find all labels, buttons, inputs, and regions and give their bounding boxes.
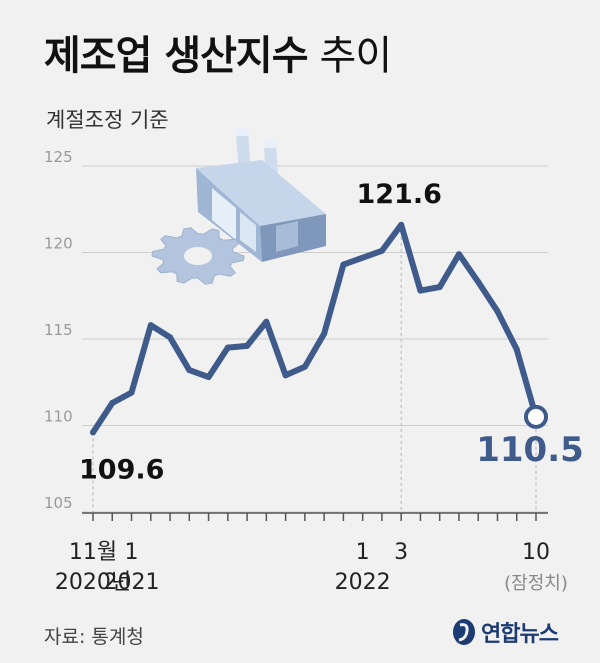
data-point — [455, 251, 462, 258]
x-tick-sublabel: 2022 — [335, 570, 391, 595]
y-tick-label: 120 — [44, 235, 73, 253]
data-label: 109.6 — [79, 454, 164, 485]
y-tick-label: 125 — [44, 148, 73, 166]
data-point — [186, 367, 193, 374]
data-point — [282, 372, 289, 379]
data-point — [513, 346, 520, 353]
data-point — [167, 334, 174, 341]
series-line — [90, 221, 539, 436]
x-tick-label: 11월 — [69, 540, 117, 565]
data-point — [263, 318, 270, 325]
chart-grid — [82, 165, 548, 514]
x-tick-sublabel: 2020년 — [55, 570, 131, 595]
data-point — [224, 344, 231, 351]
publisher-logo: 연합뉴스 — [451, 616, 559, 648]
x-tick-sublabel: (잠정치) — [504, 573, 568, 594]
data-label: 121.6 — [356, 179, 441, 210]
y-tick-label: 115 — [44, 321, 73, 339]
data-point — [147, 322, 154, 329]
data-point — [244, 342, 251, 349]
y-axis-ticks: 105 110 115 120 125 — [44, 148, 73, 512]
guide-lines — [92, 224, 537, 512]
title-main: 제조업 생산지수 — [44, 33, 309, 79]
data-label: 110.5 — [476, 430, 584, 470]
data-point — [475, 278, 482, 285]
data-point — [417, 287, 424, 294]
end-point-marker — [524, 404, 548, 429]
chart-subtitle: 계절조정 기준 — [46, 108, 169, 132]
x-tick-label: 10 — [522, 540, 550, 565]
data-point — [359, 254, 366, 261]
data-annotations: 109.6 121.6 110.5 — [79, 179, 584, 486]
y-tick-label: 110 — [44, 408, 73, 426]
x-tick-label: 1 — [356, 540, 370, 565]
data-point — [494, 308, 501, 315]
yonhap-logo-icon — [453, 619, 476, 645]
data-point — [90, 429, 96, 436]
data-point — [128, 389, 135, 396]
x-tick-label: 3 — [394, 540, 408, 565]
data-point — [321, 330, 328, 337]
title-sub: 추이 — [319, 33, 393, 79]
y-tick-label: 105 — [44, 494, 73, 512]
page-title: 제조업 생산지수 추이 — [44, 32, 393, 80]
data-point — [301, 363, 308, 370]
data-point — [340, 261, 347, 268]
gear-icon — [151, 227, 245, 285]
data-point — [109, 400, 116, 407]
data-point — [378, 247, 385, 254]
factory-icon — [196, 128, 326, 262]
data-point — [436, 284, 443, 291]
x-tick-sublabel: 2021 — [104, 570, 160, 595]
x-tick-label: 1 — [125, 540, 139, 565]
source-note: 자료: 통계청 — [44, 626, 144, 648]
data-point — [398, 221, 405, 228]
data-point — [205, 374, 212, 381]
logo-label: 연합뉴스 — [481, 622, 559, 647]
series-line-group — [90, 221, 548, 436]
